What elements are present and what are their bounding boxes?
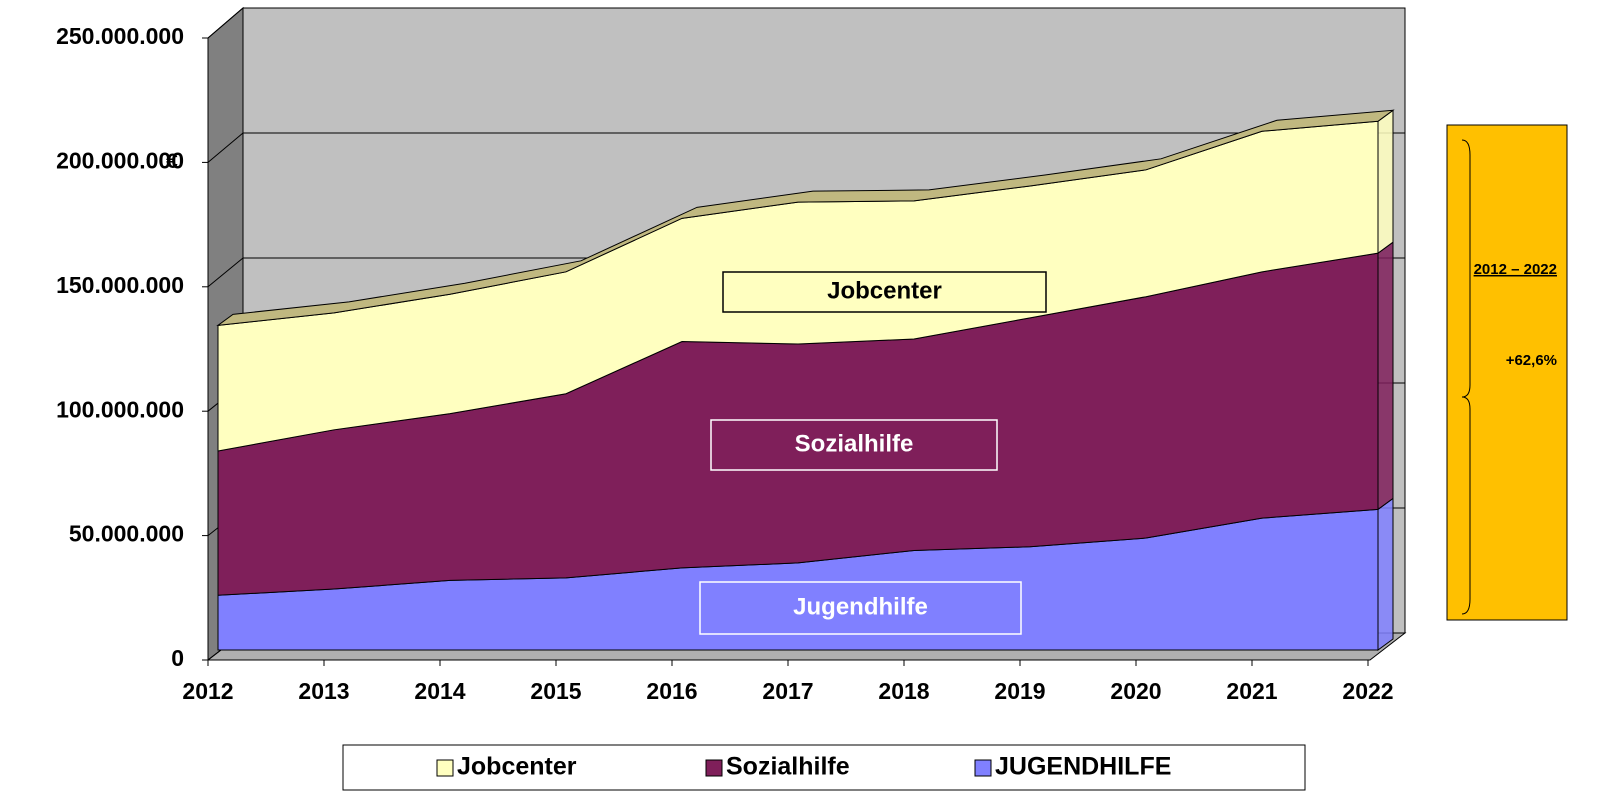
- area-side: [1377, 109, 1394, 255]
- y-axis-label: €: [166, 150, 178, 173]
- grid-line: [207, 7, 1405, 39]
- area-label-box: [710, 419, 998, 471]
- x-tick-label: 2019: [994, 678, 1045, 704]
- legend-label: Jobcenter: [457, 753, 577, 781]
- x-tick-label: 2012: [182, 678, 233, 704]
- y-tick-label: 0: [171, 645, 184, 671]
- y-tick-label: 200.000.000: [56, 147, 184, 173]
- area-side: [1377, 497, 1394, 651]
- annotation-box: [1446, 124, 1568, 621]
- area-top: [216, 109, 1395, 327]
- area-label: Sozialhilfe: [795, 430, 914, 457]
- legend-swatch: [974, 759, 992, 777]
- y-tick-label: 100.000.000: [56, 396, 184, 422]
- annotation-period: 2012 – 2022: [1474, 261, 1557, 278]
- area-side: [1377, 241, 1394, 511]
- x-tick-label: 2016: [646, 678, 697, 704]
- x-tick-label: 2015: [530, 678, 581, 704]
- y-tick-label: 50.000.000: [69, 521, 184, 547]
- legend-swatch: [436, 759, 454, 777]
- grid-line: [207, 132, 1405, 163]
- x-tick-label: 2017: [762, 678, 813, 704]
- area-label-box: [699, 581, 1022, 635]
- area-label-box: [722, 271, 1047, 313]
- x-tick-label: 2022: [1342, 678, 1393, 704]
- area-label: Jobcenter: [827, 277, 942, 304]
- x-tick-label: 2021: [1226, 678, 1277, 704]
- y-tick-label: 150.000.000: [56, 272, 184, 298]
- x-tick-label: 2020: [1110, 678, 1161, 704]
- brace: [1461, 139, 1471, 615]
- annotation-change: +62,6%: [1506, 352, 1557, 369]
- legend-swatch: [705, 759, 723, 777]
- x-tick-label: 2018: [878, 678, 929, 704]
- x-tick-label: 2013: [298, 678, 349, 704]
- legend: [342, 744, 1306, 791]
- y-tick-label: 250.000.000: [56, 23, 184, 49]
- legend-label: Sozialhilfe: [726, 753, 850, 781]
- x-tick-label: 2014: [414, 678, 465, 704]
- legend-label: JUGENDHILFE: [995, 753, 1171, 781]
- area-label: Jugendhilfe: [793, 593, 928, 620]
